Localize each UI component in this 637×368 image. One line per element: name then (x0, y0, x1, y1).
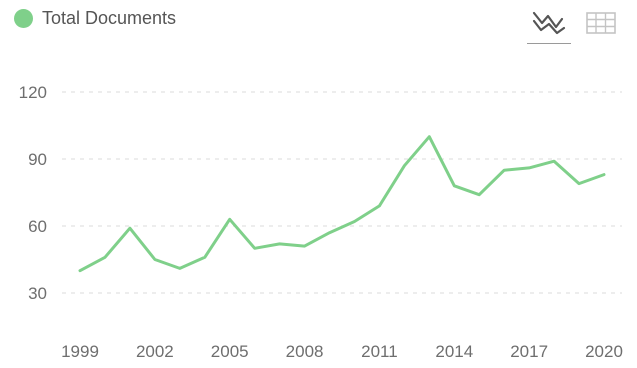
chart-view-toolbar (527, 2, 623, 44)
data-point[interactable] (326, 229, 334, 237)
data-point[interactable] (201, 253, 209, 261)
table-grid-icon (586, 12, 616, 34)
x-tick-label: 2002 (136, 342, 174, 361)
y-tick-label: 120 (19, 83, 47, 102)
chart-legend: Total Documents (14, 8, 176, 29)
x-tick-label: 2014 (435, 342, 473, 361)
data-point[interactable] (226, 215, 234, 223)
data-point[interactable] (375, 202, 383, 210)
data-point[interactable] (525, 164, 533, 172)
data-point[interactable] (151, 256, 159, 264)
data-point[interactable] (76, 267, 84, 275)
line-view-button[interactable] (527, 2, 571, 44)
data-point[interactable] (575, 180, 583, 188)
data-point[interactable] (251, 244, 259, 252)
x-tick-label: 2017 (510, 342, 548, 361)
y-tick-label: 60 (28, 217, 47, 236)
x-tick-label: 1999 (61, 342, 99, 361)
data-point[interactable] (500, 166, 508, 174)
legend-label: Total Documents (42, 8, 177, 28)
data-point[interactable] (276, 240, 284, 248)
x-tick-label: 2020 (585, 342, 623, 361)
data-point[interactable] (475, 191, 483, 199)
data-point[interactable] (425, 133, 433, 141)
data-point[interactable] (126, 224, 134, 232)
data-point[interactable] (301, 242, 309, 250)
x-tick-label: 2008 (286, 342, 324, 361)
y-tick-label: 30 (28, 284, 47, 303)
data-point[interactable] (600, 171, 608, 179)
data-point[interactable] (450, 182, 458, 190)
series-line (78, 135, 606, 273)
legend-marker (14, 9, 33, 28)
data-point[interactable] (550, 157, 558, 165)
data-point[interactable] (400, 162, 408, 170)
x-tick-label: 2005 (211, 342, 249, 361)
x-tick-label: 2011 (361, 342, 398, 361)
y-tick-label: 90 (28, 150, 47, 169)
data-point[interactable] (176, 264, 184, 272)
line-chart-icon (532, 11, 566, 34)
data-point[interactable] (101, 253, 109, 261)
data-point[interactable] (350, 218, 358, 226)
table-view-button[interactable] (579, 2, 623, 44)
